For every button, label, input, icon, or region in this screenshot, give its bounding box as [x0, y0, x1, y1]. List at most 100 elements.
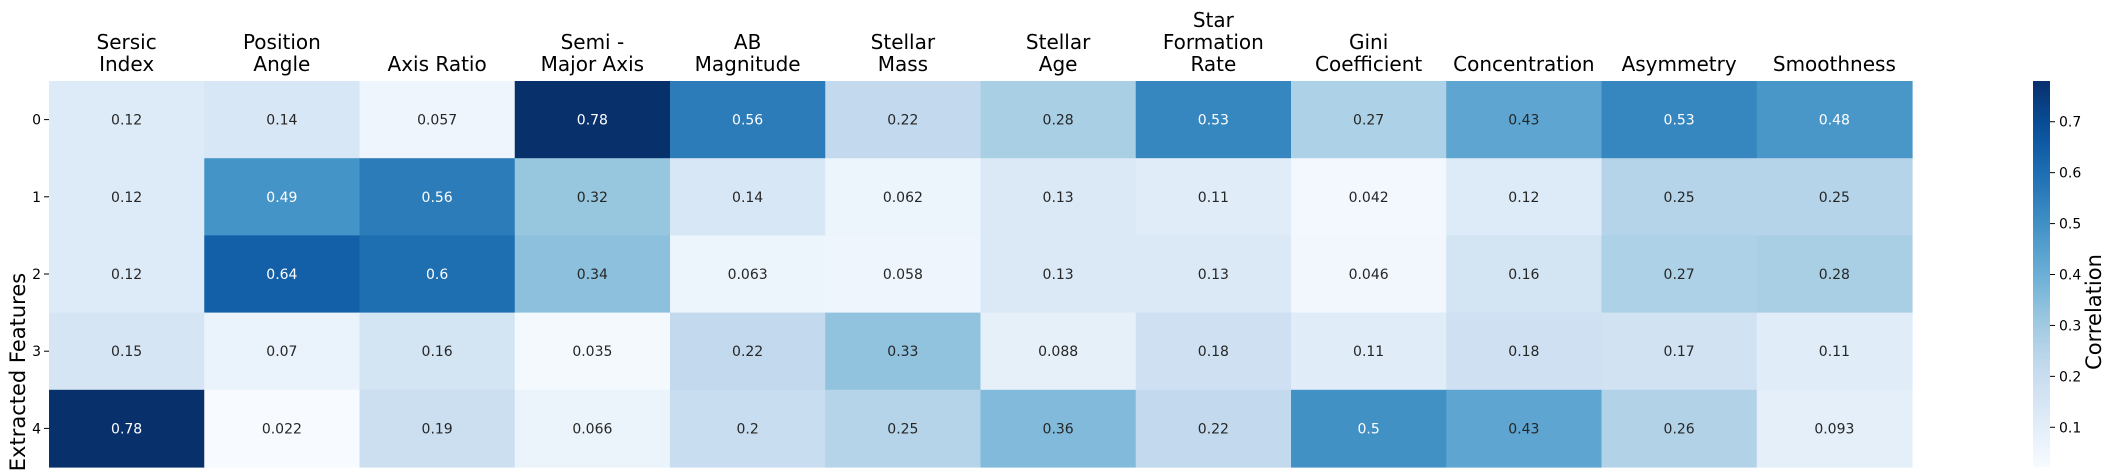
cell-value-label: 0.062: [883, 190, 923, 206]
cell-value-label: 0.25: [887, 421, 918, 437]
column-label: Stellar: [871, 30, 936, 54]
cell-value-label: 0.16: [1508, 267, 1539, 283]
heatmap-cell: [825, 389, 982, 468]
column-label: Rate: [1190, 52, 1236, 76]
heatmap-cell: [1135, 312, 1292, 391]
cell-value-label: 0.07: [266, 344, 297, 360]
cell-value-label: 0.6: [426, 267, 448, 283]
cell-value-label: 0.088: [1038, 344, 1078, 360]
cell-value-label: 0.56: [422, 190, 453, 206]
colorbar-tick-label: 0.6: [2059, 166, 2081, 182]
cell-value-label: 0.27: [1664, 267, 1695, 283]
heatmap-cell: [1756, 389, 1913, 468]
colorbar-ticks: 0.1 0.2 0.3 0.4 0.5 0.6 0.7: [2050, 115, 2081, 436]
cell-value-label: 0.046: [1349, 267, 1389, 283]
heatmap-cell: [1601, 312, 1758, 391]
cell-value-label: 0.16: [422, 344, 453, 360]
row-labels: 0 1 2 3 4: [32, 113, 49, 437]
cell-value-label: 0.5: [1357, 421, 1379, 437]
heatmap-cell: [670, 312, 826, 391]
cell-value-label: 0.093: [1814, 421, 1854, 437]
heatmap-cell: [1135, 389, 1292, 468]
cell-value-label: 0.17: [1664, 344, 1695, 360]
column-label: Axis Ratio: [388, 52, 487, 76]
heatmap-cell: [980, 389, 1137, 468]
heatmap-cell: [514, 158, 671, 236]
colorbar-tick-label: 0.4: [2059, 268, 2081, 284]
heatmap-cell: [1291, 81, 1447, 159]
heatmap-cell: [1756, 235, 1913, 314]
heatmap-cell: [1135, 235, 1292, 314]
heatmap-cell: [825, 235, 982, 314]
cell-value-label: 0.28: [1043, 113, 1074, 129]
heatmap-cell: [204, 235, 361, 314]
colorbar-tick-label: 0.2: [2059, 369, 2081, 385]
heatmap-cell: [1446, 158, 1603, 236]
column-label: Semi -: [561, 30, 625, 54]
heatmap-cell: [359, 235, 516, 314]
heatmap-cells: [49, 81, 1913, 468]
cell-value-label: 0.26: [1664, 421, 1695, 437]
heatmap-cell: [1756, 81, 1913, 159]
column-label: Sersic: [97, 30, 157, 54]
column-label: Age: [1039, 52, 1078, 76]
heatmap-cell: [1291, 389, 1447, 468]
cell-value-label: 0.32: [577, 190, 608, 206]
heatmap-cell: [1135, 158, 1292, 236]
cell-value-label: 0.18: [1508, 344, 1539, 360]
heatmap-cell: [1446, 312, 1603, 391]
heatmap-cell: [49, 389, 205, 468]
heatmap-cell: [1291, 312, 1447, 391]
colorbar-tick-label: 0.5: [2059, 217, 2081, 233]
cell-value-label: 0.14: [266, 113, 297, 129]
heatmap-cell: [825, 158, 982, 236]
heatmap-cell: [1601, 81, 1758, 159]
cell-value-label: 0.53: [1664, 113, 1695, 129]
cell-value-label: 0.43: [1508, 113, 1539, 129]
column-label: Coefficient: [1315, 52, 1422, 76]
heatmap-cell: [670, 81, 826, 159]
cell-value-label: 0.64: [266, 267, 297, 283]
cell-value-label: 0.12: [111, 267, 142, 283]
column-label: Stellar: [1026, 30, 1091, 54]
column-label: Smoothness: [1773, 52, 1896, 76]
row-label: 1: [32, 190, 41, 206]
heatmap-cell: [49, 81, 205, 159]
cell-value-label: 0.56: [732, 113, 763, 129]
heatmap-cell: [1291, 235, 1447, 314]
cell-value-label: 0.11: [1198, 190, 1229, 206]
cell-value-label: 0.15: [111, 344, 142, 360]
heatmap-cell: [514, 235, 671, 314]
cell-value-label: 0.057: [417, 113, 457, 129]
heatmap-cell: [670, 158, 826, 236]
cell-value-label: 0.022: [262, 421, 302, 437]
cell-value-label: 0.12: [111, 113, 142, 129]
heatmap-cell: [670, 389, 826, 468]
colorbar-tick-label: 0.7: [2059, 115, 2081, 131]
colorbar-label: Correlation: [2082, 254, 2106, 370]
cell-value-label: 0.78: [111, 421, 142, 437]
cell-value-label: 0.12: [111, 190, 142, 206]
heatmap-cell: [1291, 158, 1447, 236]
cell-value-label: 0.12: [1508, 190, 1539, 206]
row-label: 0: [32, 113, 41, 129]
cell-value-label: 0.36: [1043, 421, 1074, 437]
heatmap-cell: [1601, 158, 1758, 236]
cell-labels: 0.12 0.14 0.057 0.78 0.56 0.22 0.28 0.53 0.27 0.4…: [111, 113, 1854, 438]
cell-value-label: 0.066: [572, 421, 612, 437]
heatmap-cell: [359, 312, 516, 391]
heatmap-cell: [980, 235, 1137, 314]
heatmap-cell: [514, 81, 671, 159]
heatmap-cell: [204, 158, 361, 236]
column-label: Magnitude: [695, 52, 801, 76]
colorbar: [2033, 81, 2050, 467]
cell-value-label: 0.035: [572, 344, 612, 360]
heatmap-cell: [1756, 158, 1913, 236]
heatmap-cell: [825, 81, 982, 159]
cell-value-label: 0.13: [1198, 267, 1229, 283]
row-label: 2: [32, 267, 41, 283]
heatmap-cell: [1446, 389, 1603, 468]
cell-value-label: 0.53: [1198, 113, 1229, 129]
heatmap-cell: [1601, 235, 1758, 314]
heatmap-cell: [359, 81, 516, 159]
